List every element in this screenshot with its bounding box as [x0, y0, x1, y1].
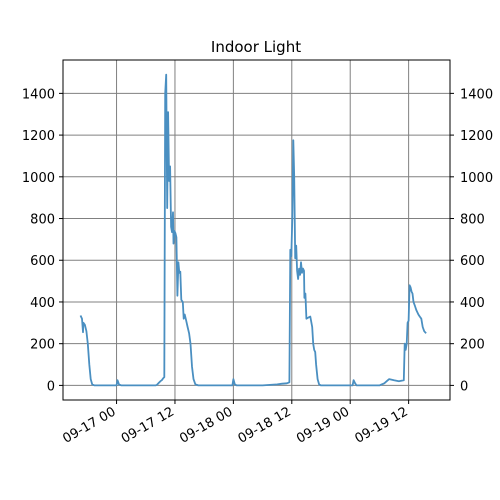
y-tick-label-right: 400 — [460, 296, 485, 311]
y-tick-label-left: 1000 — [22, 171, 55, 186]
y-tick-label-right: 600 — [460, 254, 485, 269]
chart-title: Indoor Light — [211, 38, 301, 56]
y-tick-label-right: 1000 — [460, 171, 493, 186]
y-tick-label-left: 800 — [30, 213, 55, 228]
plot-area-frame — [62, 59, 451, 401]
y-tick-label-left: 1400 — [22, 87, 55, 102]
y-tick-label-right: 800 — [460, 213, 485, 228]
y-tick-label-left: 200 — [30, 338, 55, 353]
y-tick-label-right: 200 — [460, 338, 485, 353]
y-tick-label-left: 600 — [30, 254, 55, 269]
y-tick-label-right: 1200 — [460, 129, 493, 144]
series-layer — [79, 73, 427, 387]
y-tick-label-right: 1400 — [460, 87, 493, 102]
y-tick-label-left: 1200 — [22, 129, 55, 144]
gridlines — [63, 60, 450, 400]
series-line — [79, 73, 427, 387]
y-tick-label-left: 400 — [30, 296, 55, 311]
y-tick-label-right: 0 — [460, 379, 468, 394]
y-tick-label-left: 0 — [47, 379, 55, 394]
